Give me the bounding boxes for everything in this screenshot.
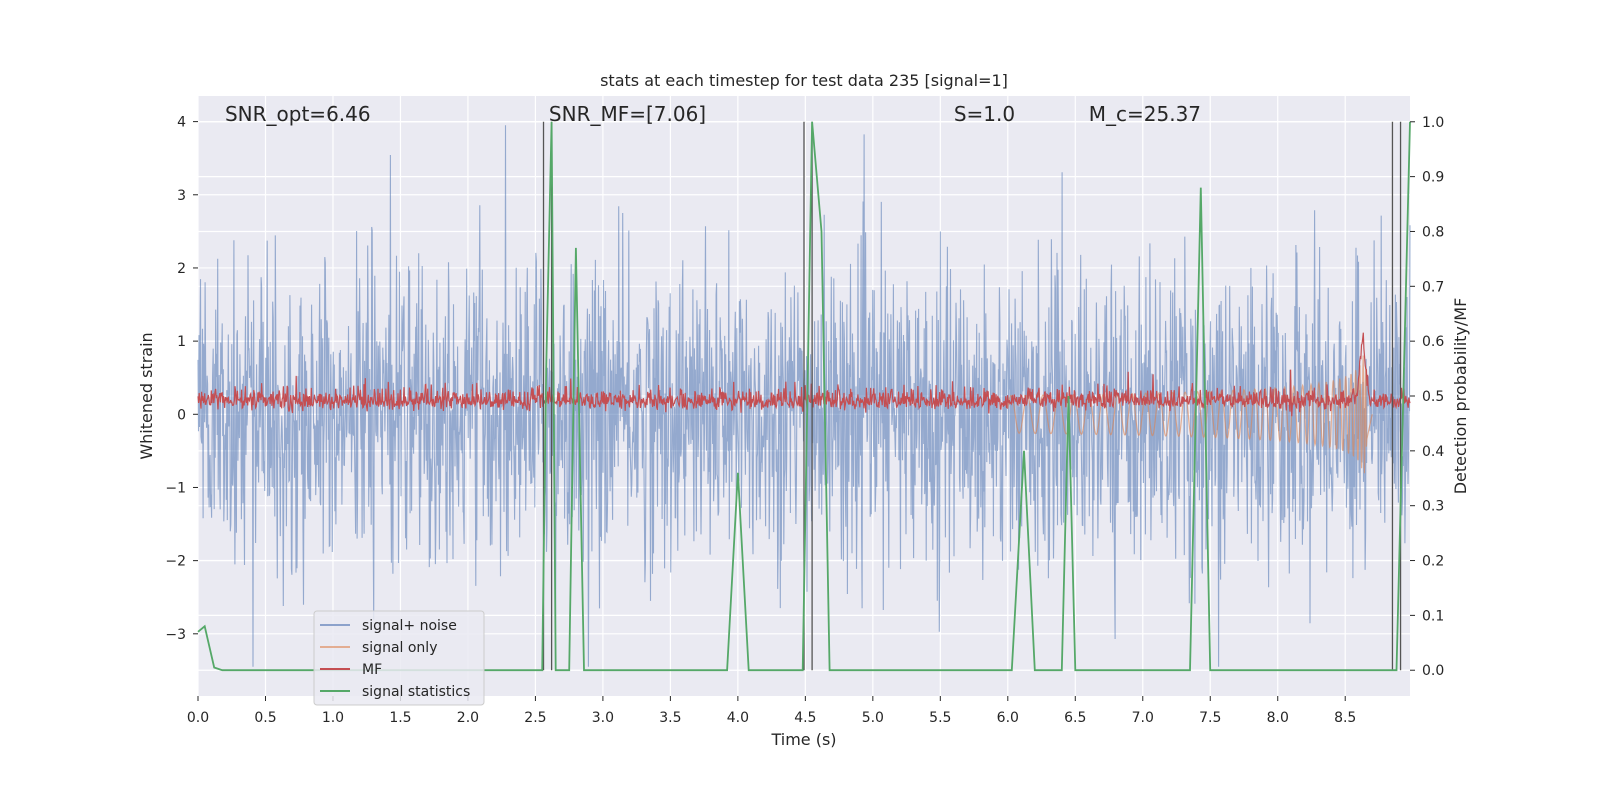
y-right-tick-label: 0.4 bbox=[1422, 444, 1444, 460]
x-tick-label: 1.0 bbox=[322, 710, 344, 726]
x-tick-label: 5.5 bbox=[929, 710, 951, 726]
y-right-tick-label: 0.0 bbox=[1422, 663, 1444, 679]
legend-item: signal statistics bbox=[320, 684, 470, 700]
y-left-tick-label: 2 bbox=[177, 261, 186, 277]
x-tick-label: 2.0 bbox=[457, 710, 479, 726]
annotations: SNR_opt=6.46 SNR_MF=[7.06] S=1.0 M_c=25.37 bbox=[225, 102, 1201, 126]
legend: signal+ noise signal only MF signal stat… bbox=[313, 610, 485, 706]
y-right-axis-ticks: 0.0 0.1 0.2 0.3 0.4 0.5 0.6 0.7 0.8 0.9 1.0 bbox=[1410, 115, 1444, 679]
y-left-tick-label: 3 bbox=[177, 188, 186, 204]
x-tick-label: 4.0 bbox=[727, 710, 749, 726]
legend-label: signal statistics bbox=[362, 684, 470, 700]
y-right-tick-label: 0.1 bbox=[1422, 608, 1444, 624]
x-tick-label: 0.5 bbox=[254, 710, 276, 726]
y-left-tick-label: −2 bbox=[165, 554, 186, 570]
series-signal-statistics bbox=[197, 121, 1411, 672]
y-right-tick-label: 0.9 bbox=[1422, 170, 1444, 186]
legend-label: MF bbox=[362, 662, 382, 678]
chart-title: stats at each timestep for test data 235… bbox=[600, 71, 1008, 90]
y-left-tick-label: 1 bbox=[177, 334, 186, 350]
x-tick-label: 3.0 bbox=[592, 710, 614, 726]
x-tick-label: 1.5 bbox=[389, 710, 411, 726]
annotation-label: SNR_opt=6.46 bbox=[225, 102, 371, 126]
legend-label: signal only bbox=[362, 640, 437, 656]
x-tick-label: 0.0 bbox=[187, 710, 209, 726]
x-tick-label: 4.5 bbox=[794, 710, 816, 726]
y-right-axis-label: Detection probability/MF bbox=[1451, 298, 1470, 495]
x-tick-label: 2.5 bbox=[524, 710, 546, 726]
x-tick-label: 5.0 bbox=[862, 710, 884, 726]
y-left-tick-label: 0 bbox=[177, 407, 186, 423]
legend-box bbox=[313, 610, 485, 706]
x-tick-label: 6.0 bbox=[997, 710, 1019, 726]
x-tick-label: 7.5 bbox=[1199, 710, 1221, 726]
y-left-axis-ticks: −3 −2 −1 0 1 2 3 4 bbox=[165, 115, 198, 643]
x-axis-label: Time (s) bbox=[770, 730, 836, 749]
legend-item: MF bbox=[320, 662, 382, 678]
x-tick-label: 7.0 bbox=[1132, 710, 1154, 726]
legend-label: signal+ noise bbox=[362, 618, 457, 634]
y-left-axis-label: Whitened strain bbox=[137, 332, 156, 459]
annotation-label: S=1.0 bbox=[954, 102, 1015, 126]
y-left-tick-label: 4 bbox=[177, 115, 186, 131]
line-signal-statistics bbox=[197, 121, 1411, 672]
y-right-tick-label: 0.3 bbox=[1422, 499, 1444, 515]
legend-item: signal only bbox=[320, 640, 437, 656]
y-right-tick-label: 0.2 bbox=[1422, 554, 1444, 570]
y-right-tick-label: 1.0 bbox=[1422, 115, 1444, 131]
x-tick-label: 8.5 bbox=[1334, 710, 1356, 726]
x-tick-label: 6.5 bbox=[1064, 710, 1086, 726]
x-axis-ticks: 0.0 0.5 1.0 1.5 2.0 2.5 3.0 3.5 4.0 4.5 5.0 5.5 6.0 6… bbox=[187, 696, 1356, 726]
y-left-tick-label: −1 bbox=[165, 480, 186, 496]
legend-item: signal+ noise bbox=[320, 618, 457, 634]
x-tick-label: 3.5 bbox=[659, 710, 681, 726]
y-right-tick-label: 0.7 bbox=[1422, 279, 1444, 295]
y-right-tick-label: 0.5 bbox=[1422, 389, 1444, 405]
annotation-label: SNR_MF=[7.06] bbox=[549, 102, 706, 126]
y-left-tick-label: −3 bbox=[165, 627, 186, 643]
y-right-tick-label: 0.6 bbox=[1422, 334, 1444, 350]
annotation-label: M_c=25.37 bbox=[1089, 102, 1201, 126]
x-tick-label: 8.0 bbox=[1267, 710, 1289, 726]
y-right-tick-label: 0.8 bbox=[1422, 224, 1444, 240]
